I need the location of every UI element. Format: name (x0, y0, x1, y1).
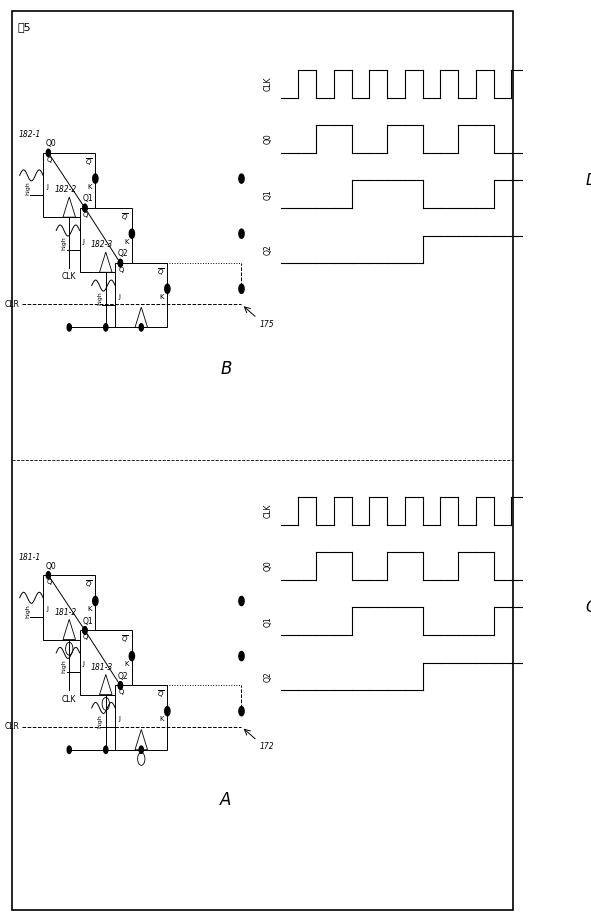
Text: high: high (61, 659, 67, 672)
Text: CLK: CLK (62, 694, 76, 704)
Text: Q2: Q2 (264, 244, 273, 254)
Text: Q: Q (46, 157, 51, 163)
Text: 172: 172 (260, 742, 274, 752)
Bar (43, 576, 95, 639)
Bar (115, 685, 167, 750)
Text: CLR: CLR (5, 300, 20, 309)
Text: J: J (118, 294, 121, 300)
Text: Q1: Q1 (264, 189, 273, 200)
Text: $\overline{Q}$: $\overline{Q}$ (121, 634, 129, 646)
Text: J: J (46, 606, 48, 612)
Circle shape (165, 706, 170, 716)
Text: 182-3: 182-3 (90, 240, 112, 250)
Text: Q: Q (46, 579, 51, 585)
Text: Q2: Q2 (118, 672, 128, 681)
Text: $\overline{Q}$: $\overline{Q}$ (85, 157, 92, 168)
Circle shape (239, 229, 244, 239)
Text: Q2: Q2 (264, 671, 273, 682)
Text: high: high (61, 237, 67, 251)
Circle shape (83, 204, 87, 212)
Text: Q: Q (118, 689, 124, 695)
Text: D: D (586, 173, 591, 188)
Text: A: A (220, 791, 232, 810)
Text: K: K (87, 606, 92, 612)
Circle shape (118, 260, 122, 267)
Text: 囵5: 囵5 (17, 21, 31, 31)
Bar (80, 630, 132, 694)
Text: K: K (124, 239, 129, 245)
Text: 181-1: 181-1 (18, 553, 41, 562)
Circle shape (239, 174, 244, 183)
Text: Q: Q (83, 634, 88, 640)
Circle shape (129, 651, 135, 660)
Text: $\overline{Q}$: $\overline{Q}$ (157, 689, 164, 700)
Text: Q0: Q0 (46, 139, 57, 148)
Text: J: J (83, 661, 85, 668)
Text: Q: Q (83, 212, 88, 217)
Circle shape (83, 626, 87, 634)
Text: 182-2: 182-2 (55, 185, 77, 194)
Text: Q0: Q0 (264, 561, 273, 571)
Text: Q2: Q2 (118, 250, 128, 259)
Text: Q0: Q0 (46, 562, 57, 571)
Text: K: K (160, 294, 164, 300)
Text: C: C (586, 600, 591, 615)
Text: high: high (25, 181, 30, 195)
Text: CLK: CLK (264, 504, 273, 519)
Text: Q1: Q1 (264, 616, 273, 626)
Circle shape (239, 706, 244, 716)
Text: CLR: CLR (5, 722, 20, 731)
Circle shape (46, 149, 50, 157)
Circle shape (83, 204, 87, 212)
Text: J: J (118, 717, 121, 722)
Bar (80, 208, 132, 273)
Circle shape (67, 323, 72, 331)
Text: K: K (124, 661, 129, 668)
Text: Q0: Q0 (264, 134, 273, 145)
Circle shape (103, 746, 108, 753)
Text: J: J (83, 239, 85, 245)
Bar (115, 263, 167, 327)
Circle shape (129, 229, 135, 239)
Text: CLK: CLK (264, 76, 273, 91)
Circle shape (139, 746, 144, 753)
Text: Q1: Q1 (82, 617, 93, 625)
Text: $\overline{Q}$: $\overline{Q}$ (85, 579, 92, 590)
Circle shape (165, 285, 170, 294)
Text: Q: Q (118, 267, 124, 273)
Text: K: K (87, 184, 92, 190)
Text: $\overline{Q}$: $\overline{Q}$ (121, 212, 129, 223)
Text: Q1: Q1 (82, 194, 93, 204)
Text: 175: 175 (260, 320, 274, 329)
Text: high: high (97, 714, 102, 728)
Circle shape (139, 323, 144, 331)
Bar (43, 153, 95, 217)
Text: 182-1: 182-1 (18, 130, 41, 139)
Text: J: J (46, 184, 48, 190)
Text: CLK: CLK (62, 273, 76, 281)
Circle shape (239, 651, 244, 660)
Circle shape (239, 597, 244, 606)
Text: high: high (25, 604, 30, 617)
Text: B: B (220, 360, 232, 378)
Circle shape (239, 285, 244, 294)
Text: $\overline{Q}$: $\overline{Q}$ (157, 267, 164, 278)
Circle shape (83, 626, 87, 634)
Circle shape (118, 260, 122, 267)
Circle shape (93, 174, 98, 183)
Text: 181-2: 181-2 (55, 608, 77, 616)
Text: 181-3: 181-3 (90, 663, 112, 671)
Circle shape (103, 323, 108, 331)
Circle shape (118, 682, 122, 689)
Text: high: high (97, 292, 102, 305)
Text: K: K (160, 717, 164, 722)
Circle shape (46, 572, 50, 579)
Circle shape (93, 597, 98, 606)
Circle shape (118, 682, 122, 689)
Circle shape (67, 746, 72, 753)
